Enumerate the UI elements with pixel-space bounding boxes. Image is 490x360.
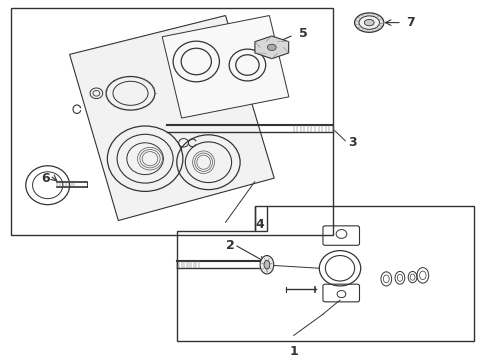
Ellipse shape — [359, 16, 379, 29]
Ellipse shape — [260, 256, 274, 274]
Ellipse shape — [355, 13, 384, 32]
Bar — [11, 8, 333, 235]
Ellipse shape — [268, 44, 276, 50]
Polygon shape — [70, 15, 274, 221]
Text: 3: 3 — [348, 136, 357, 149]
Text: 6: 6 — [41, 172, 49, 185]
Polygon shape — [255, 36, 289, 59]
Text: 5: 5 — [299, 27, 308, 40]
Ellipse shape — [365, 19, 374, 26]
Ellipse shape — [264, 261, 270, 269]
Text: 7: 7 — [406, 16, 415, 29]
Text: 4: 4 — [255, 217, 264, 231]
Text: 1: 1 — [290, 345, 298, 358]
Polygon shape — [162, 15, 289, 118]
Text: 2: 2 — [226, 239, 235, 252]
